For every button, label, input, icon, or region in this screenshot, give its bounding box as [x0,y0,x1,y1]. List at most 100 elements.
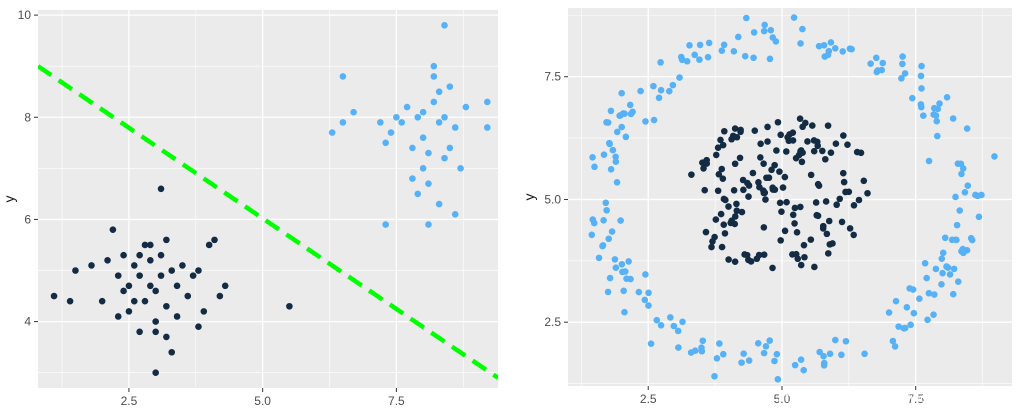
data-point [650,82,657,90]
data-point [147,256,154,264]
data-point [765,174,773,182]
data-point [768,166,775,174]
data-point [864,189,871,197]
left-chart-panel: 2.5 5.0 7.5 4 6 8 10 y [1,8,498,408]
data-point [700,165,707,172]
x-tick-label: 5.0 [774,392,791,406]
data-point [784,134,791,141]
data-point [462,103,470,111]
data-point [846,225,854,232]
data-point [952,193,959,201]
data-point [936,100,943,107]
data-point [211,236,218,244]
data-point [901,70,909,77]
data-point [451,124,459,131]
data-point [769,184,776,191]
data-point [719,141,727,149]
data-point [954,278,962,285]
data-point [616,112,623,119]
data-point [891,343,899,350]
data-point [953,236,960,244]
data-point [731,160,739,168]
data-point [857,149,865,157]
data-point [910,309,918,317]
data-point [136,328,143,336]
data-point [72,267,79,274]
data-point [925,157,933,165]
data-point [838,218,846,226]
data-point [773,350,781,358]
data-point [903,304,911,311]
data-point [731,125,739,132]
data-point [760,27,768,35]
data-point [721,230,729,237]
data-point [953,221,961,229]
data-point [850,202,858,209]
plot-area [38,22,498,380]
y-tick-label: 4 [24,315,31,329]
data-point [879,59,887,67]
data-point [860,177,868,185]
data-point [677,53,685,61]
data-point [719,175,727,182]
data-point [637,87,644,95]
data-point [824,250,832,257]
data-point [968,236,976,244]
data-point [446,144,454,152]
data-point [718,165,726,173]
data-point [221,282,229,290]
data-point [740,186,747,194]
data-point [930,104,938,112]
data-point [387,129,395,136]
data-point [799,123,806,131]
data-point [441,113,448,121]
data-point [789,211,797,219]
data-point [826,350,834,358]
data-point [409,175,416,182]
data-point [814,180,822,188]
data-point [737,126,744,134]
plot-background [568,8,1012,386]
data-point [764,138,771,145]
data-point [136,251,143,259]
data-point [975,213,983,221]
data-point [620,287,627,295]
data-point [613,128,621,136]
data-point [687,349,695,356]
data-point [720,221,728,228]
data-point [435,119,443,126]
data-point [382,139,389,147]
data-point [625,258,632,265]
data-point [917,103,925,111]
data-point [734,33,742,41]
data-point [898,75,905,82]
data-point [873,68,881,76]
data-point [756,183,763,191]
data-point [713,355,721,362]
data-point [393,113,400,121]
data-point [810,147,818,155]
data-point [720,127,728,135]
data-point [820,41,828,49]
data-point [696,56,703,63]
data-point [704,53,712,61]
data-point [916,295,923,302]
data-point [613,179,621,186]
data-point [425,180,432,187]
data-point [844,141,851,148]
data-point [772,38,780,45]
data-point [773,147,780,154]
data-point [655,94,663,102]
data-point [755,251,763,259]
data-point [419,134,427,142]
data-point [446,83,454,90]
data-point [939,269,946,277]
data-point [950,265,958,273]
data-point [839,169,847,177]
data-point [867,60,874,67]
data-point [484,98,491,106]
data-point [109,226,117,233]
data-point [749,169,757,177]
data-point [949,115,957,122]
